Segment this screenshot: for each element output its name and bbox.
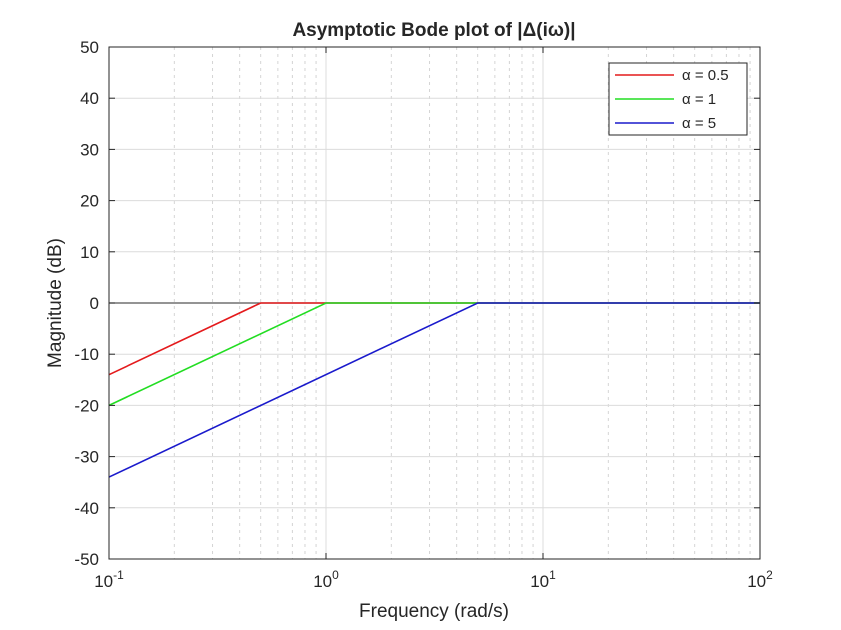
legend-label-3: α = 5 [682,115,716,132]
y-tick-label: -10 [74,345,99,364]
series-layer [108,302,760,478]
legend-label-2: α = 1 [682,91,716,108]
x-tick-label: 102 [747,568,773,591]
legend-label-1: α = 0.5 [682,67,729,84]
y-tick-label: 10 [80,243,99,262]
y-tick-label: 50 [80,38,99,57]
y-tick-label: 20 [80,192,99,211]
legend: α = 0.5 α = 1 α = 5 [608,62,748,136]
y-tick-label: 30 [80,140,99,159]
x-tick-label: 10-1 [94,568,124,591]
x-axis-label: Frequency (rad/s) [359,601,509,622]
y-tick-label: 0 [90,294,99,313]
x-tick-label: 100 [313,568,339,591]
y-tick-label: -30 [74,448,99,467]
y-tick-label: -50 [74,550,99,569]
y-tick-label: -20 [74,396,99,415]
y-tick-label: -40 [74,499,99,518]
series-line-3 [108,302,760,478]
y-axis-label: Magnitude (dB) [45,238,66,368]
y-tick-label: 40 [80,89,99,108]
x-tick-label: 101 [530,568,556,591]
chart-title: Asymptotic Bode plot of |Δ(iω)| [292,20,575,41]
y-axis-ticks: 50 40 30 20 10 0 -10 -20 -30 -40 -50 [74,38,760,569]
x-axis-ticks: 10-1 100 101 102 [94,47,773,591]
